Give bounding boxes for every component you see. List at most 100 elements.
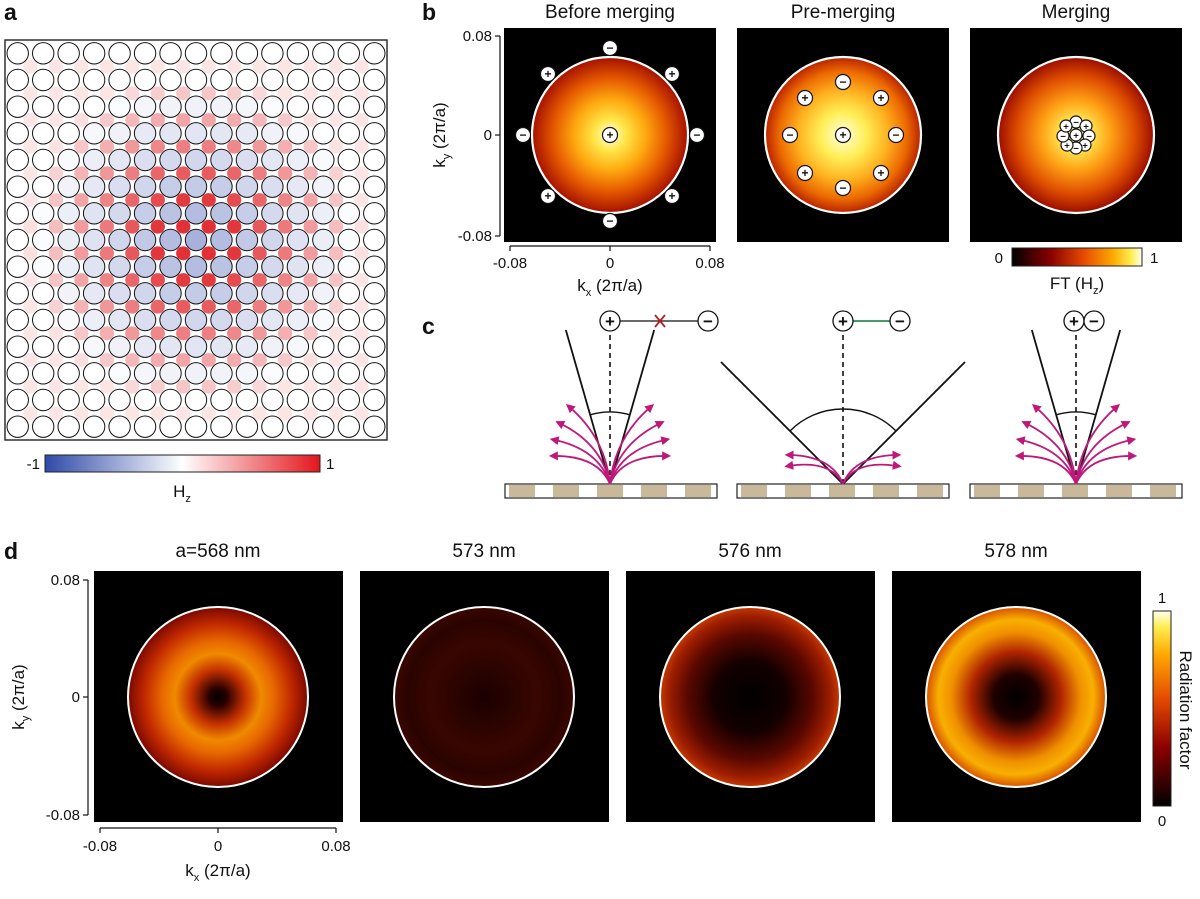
angle-arc bbox=[589, 411, 631, 416]
svg-text:−: − bbox=[606, 214, 613, 228]
field-hotspot bbox=[303, 326, 318, 341]
field-hotspot bbox=[74, 139, 89, 154]
air-hole bbox=[286, 282, 310, 305]
air-hole bbox=[312, 308, 335, 332]
grating-block bbox=[917, 485, 943, 497]
field-hotspot bbox=[125, 379, 140, 394]
air-hole bbox=[235, 415, 259, 438]
air-hole bbox=[82, 175, 106, 198]
air-hole bbox=[57, 95, 80, 118]
air-hole bbox=[261, 388, 284, 412]
air-hole bbox=[133, 122, 157, 145]
field-hotspot bbox=[23, 219, 38, 234]
air-hole bbox=[32, 388, 55, 412]
air-hole bbox=[57, 362, 80, 385]
air-hole bbox=[210, 202, 233, 225]
field-hotspot bbox=[150, 273, 165, 287]
field-hotspot bbox=[176, 273, 191, 287]
air-hole bbox=[32, 228, 55, 252]
air-hole bbox=[32, 335, 55, 358]
air-hole bbox=[133, 308, 157, 332]
radiation-arrow bbox=[1075, 420, 1131, 485]
air-hole bbox=[261, 255, 284, 278]
air-hole bbox=[6, 68, 29, 92]
svg-text:+: + bbox=[801, 91, 808, 105]
svg-text:−: − bbox=[1089, 312, 1099, 331]
radiation-map-578nm bbox=[892, 571, 1141, 822]
field-hotspot bbox=[303, 246, 318, 261]
svg-text:−: − bbox=[1073, 117, 1079, 128]
field-hotspot bbox=[176, 299, 191, 314]
radiation-colorbar-max: 1 bbox=[1158, 590, 1166, 607]
air-hole bbox=[184, 148, 208, 172]
air-hole bbox=[133, 175, 157, 198]
air-hole bbox=[82, 388, 106, 412]
air-hole bbox=[133, 335, 157, 358]
panel-d-title-1: a=568 nm bbox=[175, 541, 260, 562]
air-hole bbox=[159, 308, 182, 332]
air-hole bbox=[159, 335, 182, 358]
air-hole bbox=[286, 335, 310, 358]
air-hole bbox=[235, 42, 259, 65]
air-hole bbox=[32, 282, 55, 305]
air-hole bbox=[57, 122, 80, 145]
field-hotspot bbox=[150, 326, 165, 341]
field-hotspot bbox=[227, 326, 242, 341]
air-hole bbox=[312, 255, 335, 278]
air-hole bbox=[6, 175, 29, 198]
field-hotspot bbox=[23, 166, 38, 181]
field-hotspot bbox=[23, 113, 38, 127]
air-hole bbox=[108, 255, 131, 278]
air-hole bbox=[337, 175, 360, 198]
air-hole bbox=[108, 362, 131, 385]
air-hole bbox=[6, 122, 29, 145]
grating-block bbox=[685, 485, 711, 497]
air-hole bbox=[261, 95, 284, 118]
air-hole bbox=[363, 308, 386, 332]
air-hole bbox=[363, 335, 386, 358]
field-hotspot bbox=[227, 193, 242, 207]
field-hotspot bbox=[176, 326, 191, 341]
cone-edge bbox=[720, 361, 844, 485]
field-hotspot bbox=[328, 193, 344, 207]
air-hole bbox=[363, 388, 386, 412]
field-hotspot bbox=[278, 353, 293, 367]
air-holes bbox=[6, 42, 386, 438]
field-hotspot bbox=[201, 59, 216, 74]
air-hole bbox=[159, 415, 182, 438]
field-hotspot bbox=[354, 406, 369, 421]
panel-b-title-2: Pre-merging bbox=[791, 2, 896, 23]
air-hole bbox=[286, 148, 310, 172]
field-hotspot bbox=[99, 86, 114, 101]
air-hole bbox=[261, 228, 284, 252]
field-hotspot bbox=[328, 326, 344, 341]
air-hole bbox=[57, 202, 80, 225]
panel-d-ytick-bottom: -0.08 bbox=[46, 807, 80, 824]
air-hole bbox=[184, 122, 208, 145]
field-hotspot bbox=[99, 273, 114, 287]
field-hotspot bbox=[328, 59, 344, 74]
radiation-arrow bbox=[1075, 451, 1138, 485]
cone-edge bbox=[609, 329, 656, 485]
field-hotspot bbox=[303, 299, 318, 314]
plus-charge-icon: + bbox=[834, 126, 852, 144]
air-hole bbox=[82, 122, 106, 145]
radiation-schematic-3: + − bbox=[969, 310, 1183, 499]
panel-b-ytick-top: 0.08 bbox=[463, 28, 492, 45]
air-hole bbox=[312, 42, 335, 65]
air-hole bbox=[363, 95, 386, 118]
panel-d-ytick-top: 0.08 bbox=[51, 572, 80, 589]
radiation-arrow bbox=[1021, 420, 1077, 485]
air-hole bbox=[6, 335, 29, 358]
air-hole bbox=[210, 148, 233, 172]
svg-text:+: + bbox=[606, 128, 613, 142]
air-hole bbox=[286, 255, 310, 278]
air-hole bbox=[82, 335, 106, 358]
panel-d-xtick-left: -0.08 bbox=[83, 838, 117, 855]
field-hotspot bbox=[303, 86, 318, 101]
field-hotspot bbox=[227, 273, 242, 287]
field-hotspot bbox=[74, 86, 89, 101]
air-hole bbox=[337, 42, 360, 65]
air-hole bbox=[363, 415, 386, 438]
plus-charge-icon: + bbox=[663, 187, 681, 205]
